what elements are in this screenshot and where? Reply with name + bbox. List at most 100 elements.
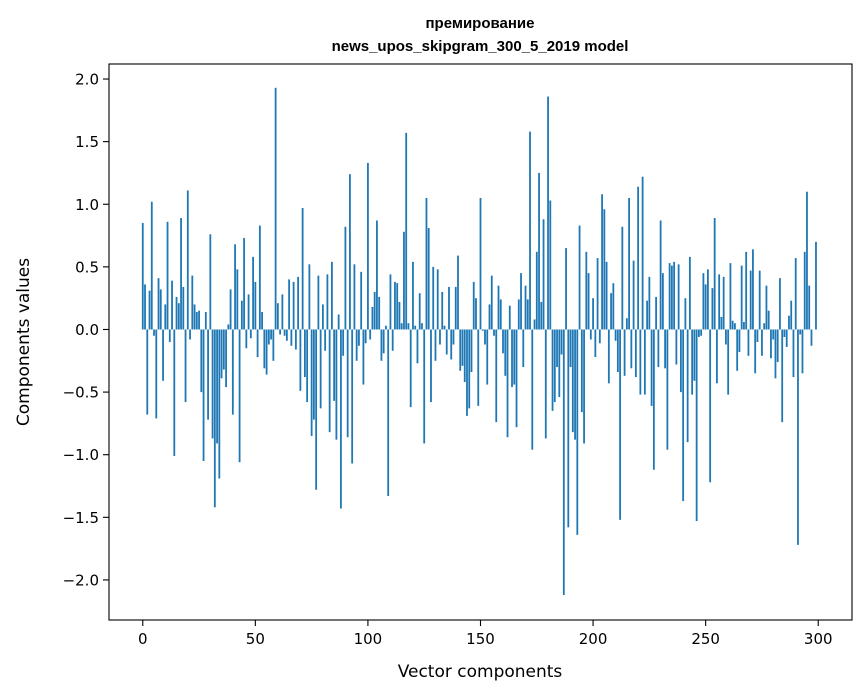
bar: [184, 329, 187, 403]
bar: [303, 329, 306, 378]
bar: [450, 329, 453, 360]
bar: [607, 329, 610, 384]
bar: [229, 289, 232, 330]
y-tick-label: 1.5: [75, 133, 99, 151]
bar: [454, 286, 457, 330]
bar: [646, 300, 649, 330]
bar: [734, 323, 736, 330]
bar: [720, 316, 723, 330]
bar: [702, 273, 705, 330]
bar: [484, 329, 486, 345]
y-axis-label: Components values: [14, 258, 34, 426]
bar: [243, 238, 245, 330]
y-axis-ticks: −2.0 −1.5 −1.0 −0.5 0.0 0.5 1.0 1.5 2.0: [63, 71, 109, 589]
bar: [499, 299, 502, 330]
bar: [709, 329, 712, 483]
bar: [279, 329, 282, 335]
bar: [346, 329, 349, 438]
bar: [355, 329, 358, 361]
bar: [141, 223, 144, 330]
bar: [245, 329, 248, 349]
bar: [688, 256, 691, 330]
bar: [200, 329, 203, 393]
bar: [520, 273, 522, 330]
bar: [317, 275, 320, 330]
bar: [648, 276, 651, 330]
bar: [761, 329, 763, 356]
bar: [587, 273, 590, 330]
bar: [263, 329, 266, 369]
bar: [189, 329, 191, 340]
y-tick-label: −1.0: [63, 446, 99, 464]
bar: [218, 329, 221, 479]
bar: [770, 329, 772, 359]
bar: [434, 329, 437, 361]
bar: [659, 220, 662, 330]
bar: [186, 190, 189, 330]
bar: [754, 329, 757, 374]
bar: [664, 329, 667, 369]
bar: [353, 264, 356, 330]
bar: [560, 329, 563, 355]
bar: [391, 329, 394, 351]
bar: [722, 276, 725, 330]
bar: [448, 286, 450, 330]
bar: [436, 269, 439, 330]
bar: [238, 329, 241, 463]
bar: [808, 285, 811, 330]
bar: [551, 329, 554, 411]
bar: [691, 329, 694, 395]
bar: [684, 298, 687, 330]
bar: [240, 300, 243, 330]
bar: [261, 311, 263, 330]
bar: [195, 311, 198, 330]
bar: [306, 329, 309, 403]
bar: [267, 329, 270, 345]
bar: [324, 329, 327, 351]
bar: [236, 269, 239, 330]
bar: [220, 329, 223, 379]
y-tick-label: 1.0: [75, 196, 99, 214]
bar: [247, 294, 250, 330]
bar: [567, 329, 570, 528]
bar: [216, 329, 218, 444]
bar: [668, 263, 671, 330]
bar: [682, 329, 685, 502]
bar: [592, 298, 594, 330]
bar: [427, 228, 430, 330]
x-tick-label: 0: [138, 630, 148, 648]
bar: [276, 303, 279, 330]
bar: [538, 172, 540, 330]
bar: [704, 284, 707, 330]
bar: [443, 325, 446, 330]
bar: [430, 329, 432, 403]
bar: [475, 298, 477, 330]
bar: [707, 269, 709, 330]
bar: [544, 329, 547, 439]
bar: [290, 329, 293, 346]
bar: [756, 329, 759, 342]
bar: [788, 315, 790, 330]
bar: [481, 329, 484, 331]
bar: [799, 329, 802, 335]
bar: [256, 329, 259, 358]
bar: [479, 197, 482, 330]
bar: [657, 329, 660, 368]
bar: [578, 225, 581, 330]
bar: [166, 221, 169, 330]
bar: [801, 329, 804, 374]
bar: [718, 274, 721, 330]
bar: [371, 306, 374, 330]
bar: [349, 174, 351, 330]
bar: [535, 251, 538, 330]
bar: [625, 318, 628, 330]
bar: [490, 275, 493, 330]
bar: [281, 294, 284, 330]
bar: [650, 329, 653, 406]
bar: [213, 329, 216, 508]
bar: [740, 265, 743, 330]
bar: [457, 255, 459, 330]
bar: [340, 329, 342, 509]
bar: [265, 329, 268, 375]
